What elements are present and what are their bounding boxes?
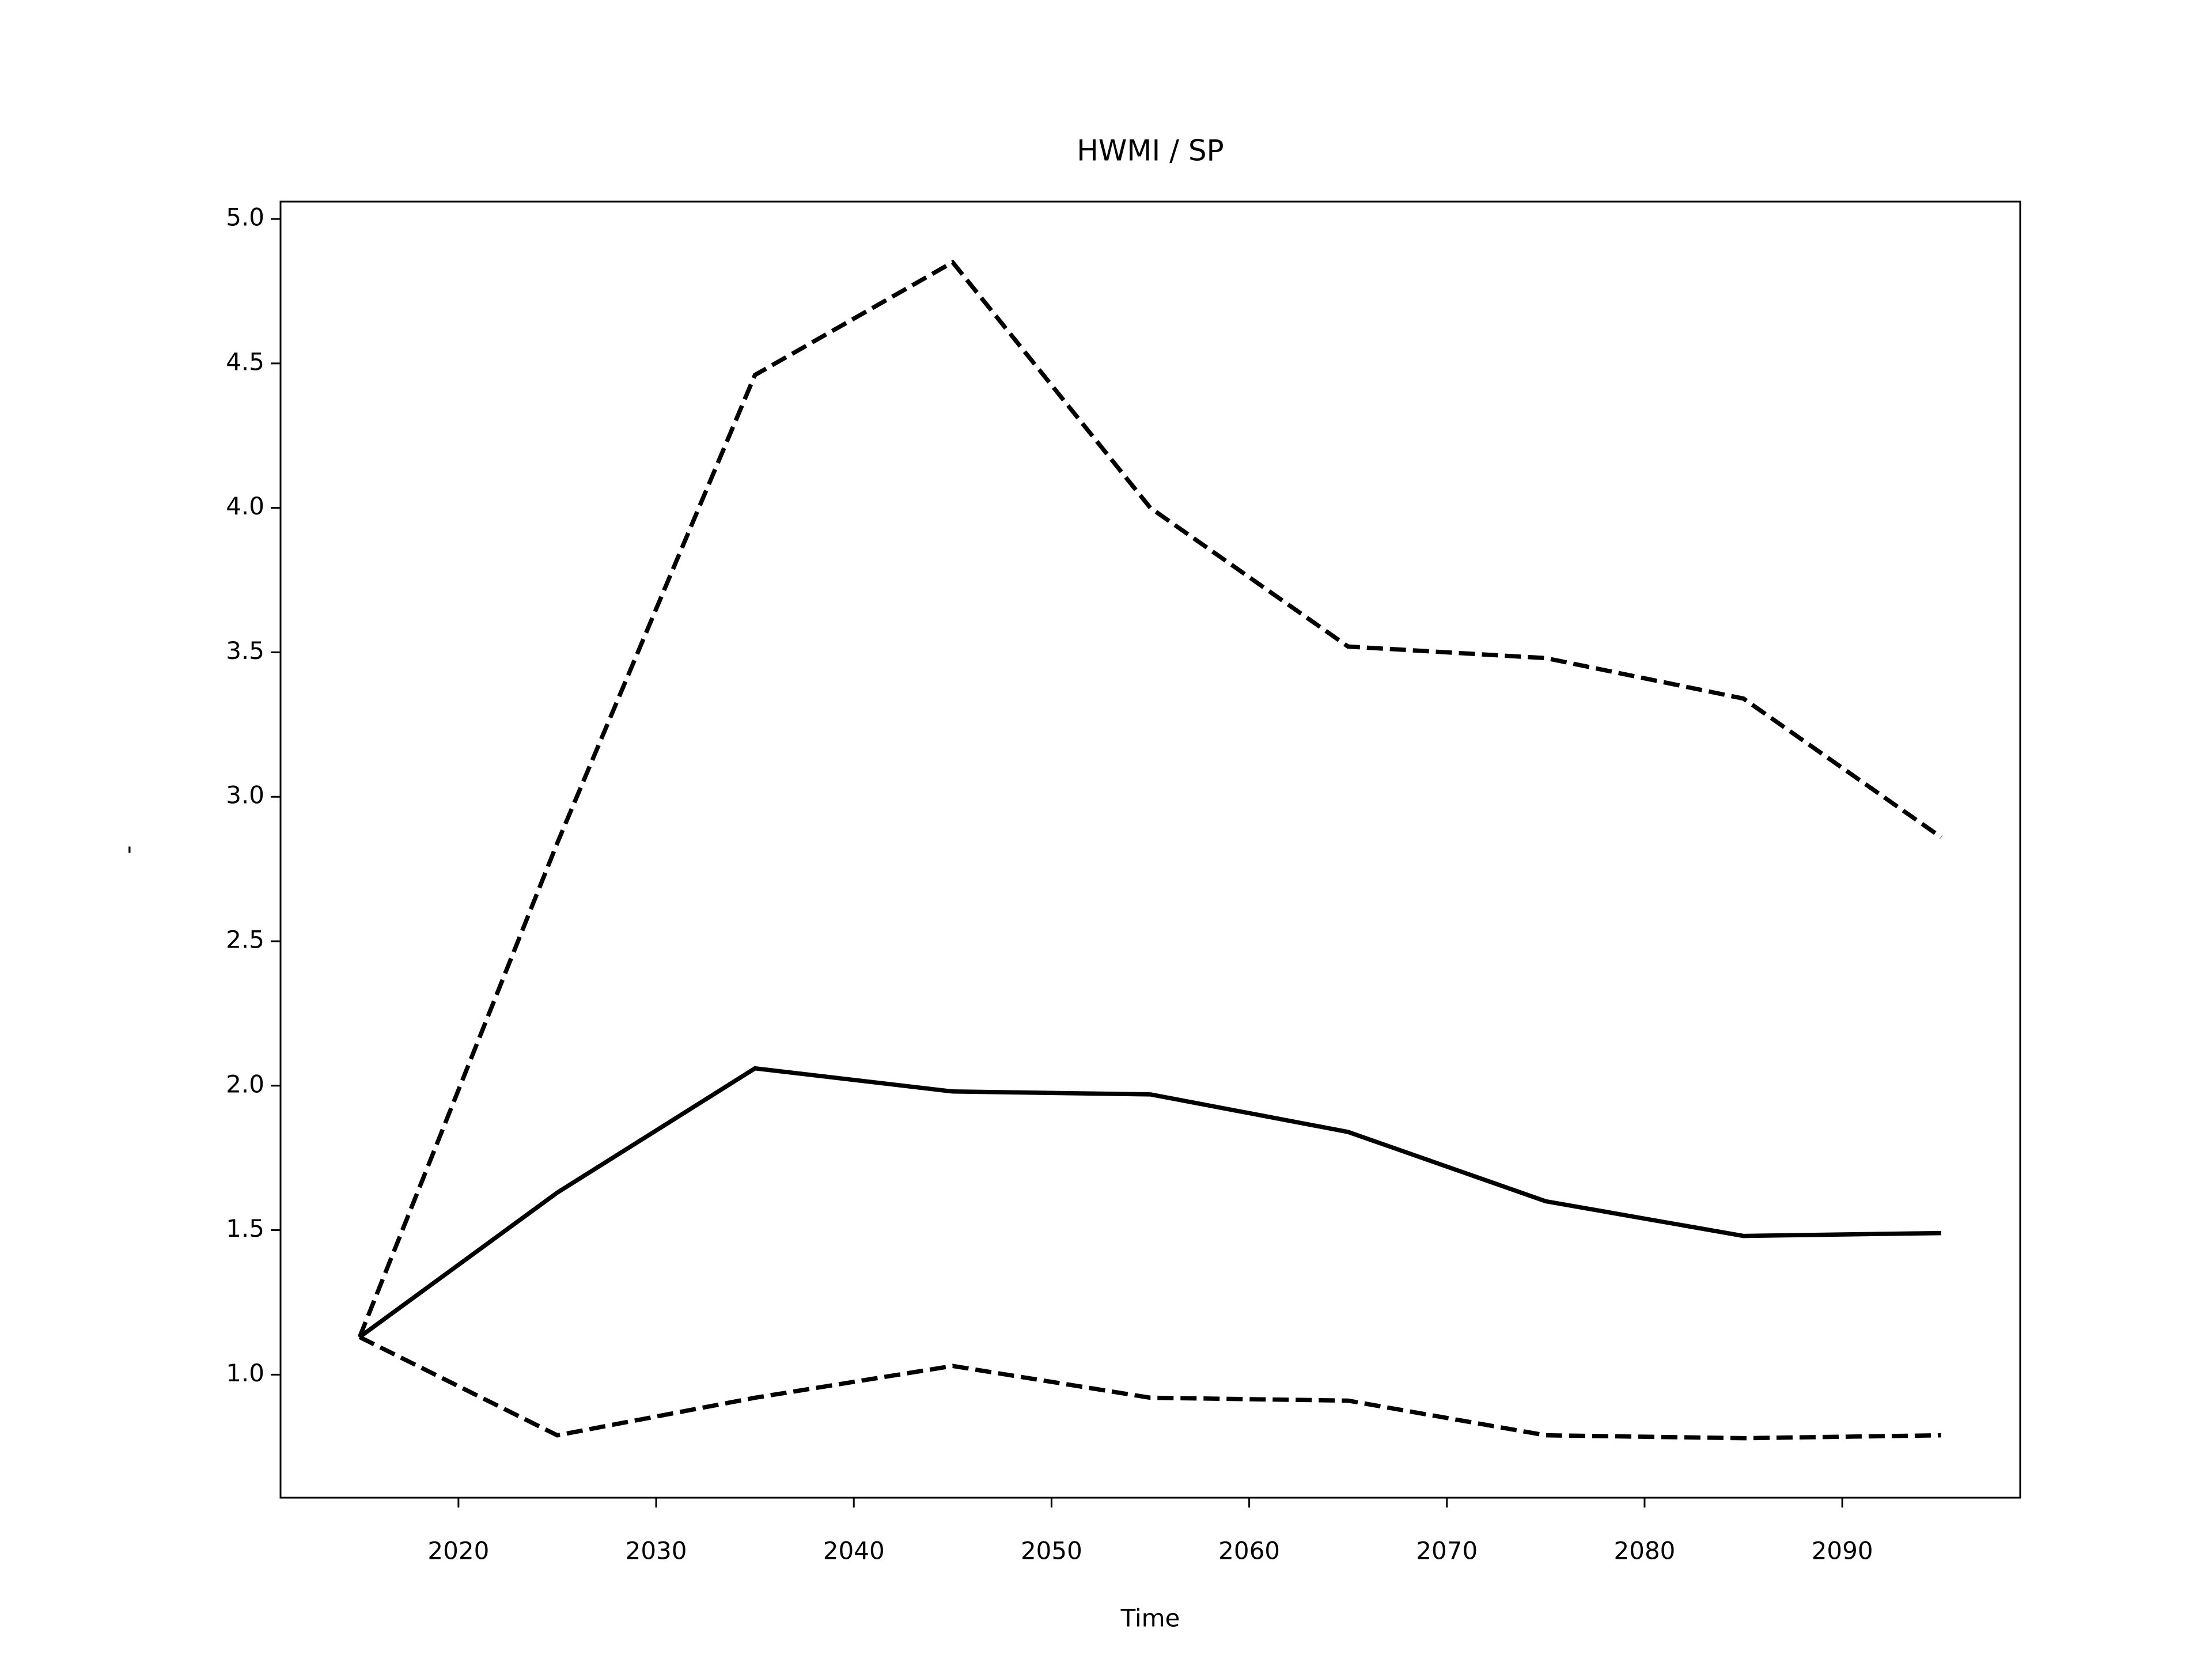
y-tick-label: 5.0	[226, 203, 264, 232]
line-series	[358, 1335, 1941, 1441]
x-tick-label: 2020	[427, 1537, 489, 1565]
chart-title: HWMI / SP	[1077, 134, 1224, 168]
y-tick-label: 2.0	[226, 1070, 264, 1098]
y-tick-label: 3.0	[226, 781, 264, 809]
plot-frame	[279, 200, 2021, 1499]
x-tick-label: 2090	[1812, 1537, 1873, 1565]
line-series	[357, 259, 1942, 1338]
x-tick-label: 2030	[626, 1537, 687, 1565]
x-tick-label: 2070	[1416, 1537, 1478, 1565]
y-tick-label: 2.5	[226, 925, 264, 953]
x-tick-label: 2080	[1614, 1537, 1676, 1565]
x-tick-label: 2060	[1218, 1537, 1280, 1565]
y-axis-label: -	[114, 845, 142, 854]
y-tick-label: 3.5	[226, 637, 264, 665]
y-tick-label: 1.5	[226, 1214, 264, 1243]
x-axis-label: Time	[1120, 1604, 1180, 1633]
x-tick-label: 2040	[823, 1537, 885, 1565]
y-tick-label: 1.0	[226, 1359, 264, 1387]
y-tick-label: 4.0	[226, 492, 264, 520]
x-tick-label: 2050	[1021, 1537, 1082, 1565]
line-series	[358, 1066, 1941, 1339]
y-tick-label: 4.5	[226, 347, 264, 376]
